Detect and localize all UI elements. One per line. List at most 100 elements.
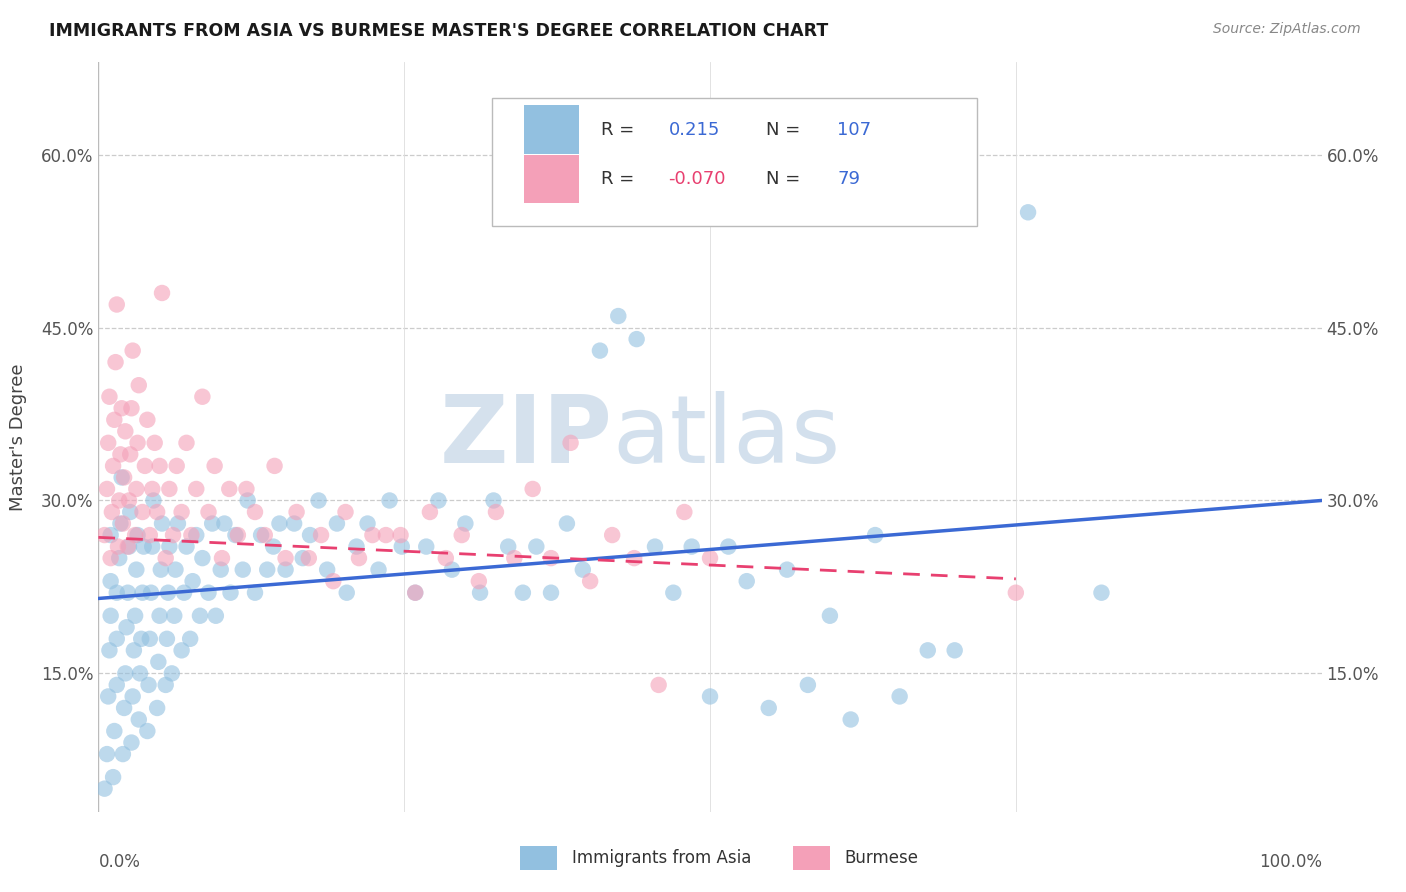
Point <box>108 551 131 566</box>
Point <box>149 458 172 473</box>
Point <box>468 574 491 589</box>
Point <box>156 632 179 646</box>
Point <box>146 701 169 715</box>
Point <box>129 666 152 681</box>
Point <box>374 528 396 542</box>
Text: R =: R = <box>602 120 634 138</box>
Point <box>560 435 582 450</box>
Point <box>917 643 939 657</box>
Bar <box>520 847 557 871</box>
Text: 79: 79 <box>837 170 860 188</box>
Point <box>111 747 134 761</box>
Point <box>758 701 780 715</box>
Point <box>146 505 169 519</box>
Point <box>120 505 142 519</box>
Text: 100.0%: 100.0% <box>1258 853 1322 871</box>
Point <box>607 309 630 323</box>
Point <box>503 551 526 566</box>
Point <box>309 528 332 542</box>
Point <box>250 528 273 542</box>
Point <box>179 632 201 646</box>
Point <box>136 724 159 739</box>
Point <box>347 551 370 566</box>
Point <box>118 540 141 554</box>
Point <box>299 528 322 542</box>
Point <box>100 551 122 566</box>
Point <box>176 435 198 450</box>
Point <box>157 482 180 496</box>
Point <box>111 470 134 484</box>
Point <box>214 516 236 531</box>
Point <box>112 701 135 715</box>
Point <box>112 470 135 484</box>
Point <box>120 447 142 461</box>
Point <box>114 425 136 439</box>
Text: IMMIGRANTS FROM ASIA VS BURMESE MASTER'S DEGREE CORRELATION CHART: IMMIGRANTS FROM ASIA VS BURMESE MASTER'S… <box>49 22 828 40</box>
Point <box>170 643 193 657</box>
Point <box>485 505 508 519</box>
Point <box>134 458 156 473</box>
Point <box>647 678 669 692</box>
Point <box>139 585 162 599</box>
Point <box>157 540 180 554</box>
Point <box>454 516 477 531</box>
Point <box>115 620 138 634</box>
Point <box>110 447 132 461</box>
Point <box>98 643 121 657</box>
Point <box>150 516 173 531</box>
Point <box>389 528 412 542</box>
Point <box>219 585 242 599</box>
Point <box>170 505 193 519</box>
Point <box>512 585 534 599</box>
Point <box>450 528 472 542</box>
Point <box>404 585 426 599</box>
Point <box>673 505 696 519</box>
Point <box>839 713 862 727</box>
Point <box>482 493 505 508</box>
Point <box>235 482 257 496</box>
Point <box>103 724 125 739</box>
Point <box>111 401 134 416</box>
Point <box>96 747 118 761</box>
Point <box>107 540 129 554</box>
FancyBboxPatch shape <box>492 97 977 226</box>
Point <box>141 540 163 554</box>
Point <box>346 540 368 554</box>
Point <box>97 690 120 704</box>
Point <box>188 608 211 623</box>
Point <box>818 608 841 623</box>
Point <box>100 528 122 542</box>
Point <box>1017 205 1039 219</box>
Point <box>776 563 799 577</box>
Point <box>274 551 297 566</box>
Point <box>335 505 357 519</box>
Point <box>232 563 254 577</box>
Point <box>1004 585 1026 599</box>
Point <box>117 540 139 554</box>
Point <box>211 551 233 566</box>
Point <box>391 540 413 554</box>
Text: N =: N = <box>766 170 800 188</box>
Point <box>125 563 148 577</box>
Point <box>415 540 437 554</box>
Point <box>105 585 128 599</box>
Point <box>226 528 249 542</box>
Point <box>98 390 121 404</box>
Point <box>121 343 143 358</box>
Point <box>419 505 441 519</box>
Point <box>336 585 359 599</box>
Point <box>114 666 136 681</box>
Point <box>150 285 173 300</box>
Point <box>434 551 457 566</box>
Point <box>440 563 463 577</box>
Point <box>104 355 127 369</box>
Point <box>540 585 562 599</box>
Point <box>155 551 177 566</box>
Point <box>93 781 115 796</box>
Point <box>101 458 124 473</box>
Point <box>522 482 544 496</box>
Point <box>699 551 721 566</box>
Point <box>243 505 266 519</box>
Point <box>138 678 160 692</box>
Point <box>166 458 188 473</box>
